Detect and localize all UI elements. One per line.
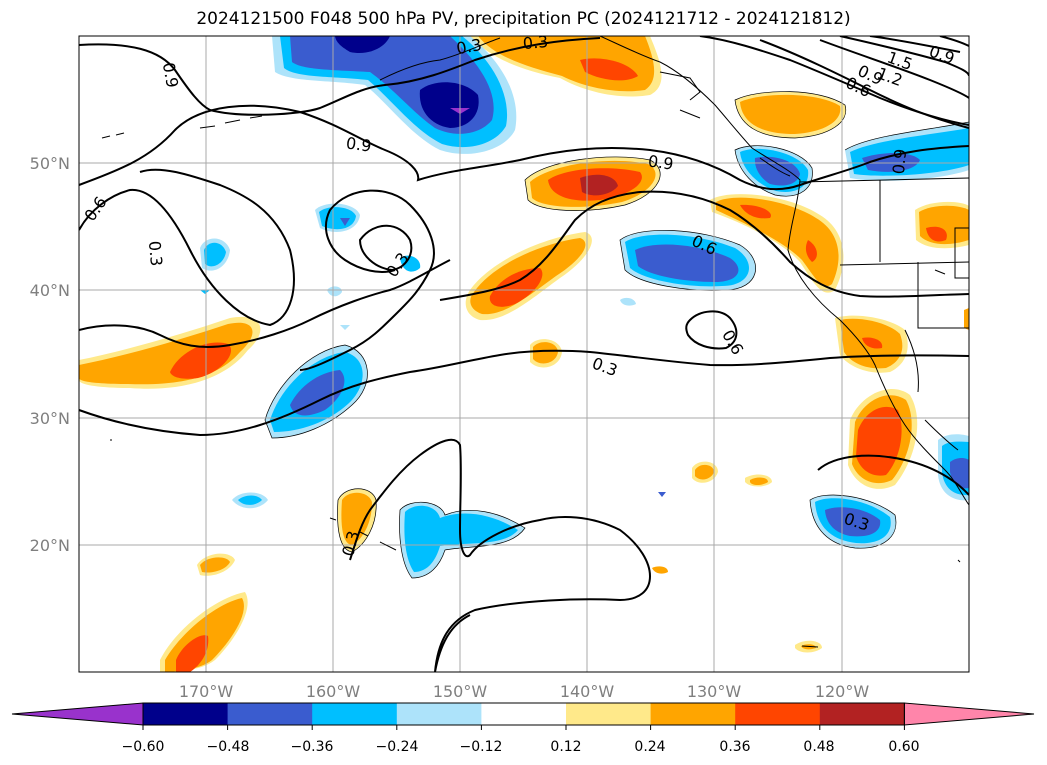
pv-contours [79, 36, 969, 672]
lon-tick-labels: 170°W 160°W 150°W 140°W 130°W 120°W [179, 682, 870, 701]
lon-tick-label: 160°W [306, 682, 361, 701]
lon-tick-label: 140°W [560, 682, 615, 701]
colorbar-tick-label: −0.12 [460, 739, 503, 755]
contour-label: 0.3 [145, 240, 166, 267]
colorbar-frame [142, 702, 905, 726]
map-title: 2024121500 F048 500 hPa PV, precipitatio… [196, 9, 851, 29]
contour-label: 0.9 [647, 151, 675, 173]
colorbar-segment [735, 703, 821, 725]
colorbar [11, 702, 1035, 730]
colorbar-segment [143, 703, 229, 725]
colorbar-segment [312, 703, 398, 725]
colorbar-segment [650, 703, 736, 725]
colorbar-tick-label: −0.24 [376, 739, 419, 755]
lon-tick-label: 170°W [179, 682, 234, 701]
map-panel: 0.9 0.9 0.9 0.6 0.3 0.3 0.3 0.6 0.9 0.6 … [79, 32, 969, 672]
contour-label: 0.9 [159, 61, 182, 89]
colorbar-tick-label: 0.36 [719, 739, 750, 755]
lat-tick-label: 20°N [30, 536, 70, 555]
contour-label: 0.9 [889, 148, 910, 175]
colorbar-extend-max [903, 702, 1035, 726]
colorbar-segment [481, 703, 567, 725]
colorbar-segment [819, 703, 905, 725]
lat-tick-labels: 50°N 40°N 30°N 20°N [30, 154, 70, 555]
colorbar-ticks: −0.60 −0.48 −0.36 −0.24 −0.12 0.12 0.24 … [122, 739, 920, 755]
colorbar-segment [396, 703, 482, 725]
lon-tick-label: 130°W [687, 682, 742, 701]
colorbar-tick-label: −0.48 [207, 739, 250, 755]
coastlines [101, 36, 969, 648]
lat-lon-grid [79, 36, 969, 672]
anomaly-outlines [264, 91, 969, 579]
colorbar-tick-label: −0.60 [122, 739, 165, 755]
lat-tick-label: 40°N [30, 281, 70, 300]
contour-label: 0.3 [455, 35, 483, 58]
colorbar-tick-label: 0.24 [634, 739, 665, 755]
lon-tick-label: 150°W [433, 682, 488, 701]
colorbar-tick-label: 0.12 [550, 739, 581, 755]
lat-tick-label: 50°N [30, 154, 70, 173]
colorbar-tick-label: −0.36 [291, 739, 334, 755]
lat-tick-label: 30°N [30, 409, 70, 428]
colorbar-segment [227, 703, 313, 725]
colorbar-segment [566, 703, 652, 725]
contour-label: 0.9 [345, 133, 373, 155]
contour-label: 0.3 [522, 32, 549, 53]
colorbar-tick-label: 0.48 [803, 739, 834, 755]
colorbar-extend-min [11, 702, 144, 726]
positive-anomaly-fill [79, 36, 969, 672]
map-frame [78, 35, 970, 673]
lon-tick-label: 120°W [815, 682, 870, 701]
colorbar-tick-label: 0.60 [888, 739, 919, 755]
